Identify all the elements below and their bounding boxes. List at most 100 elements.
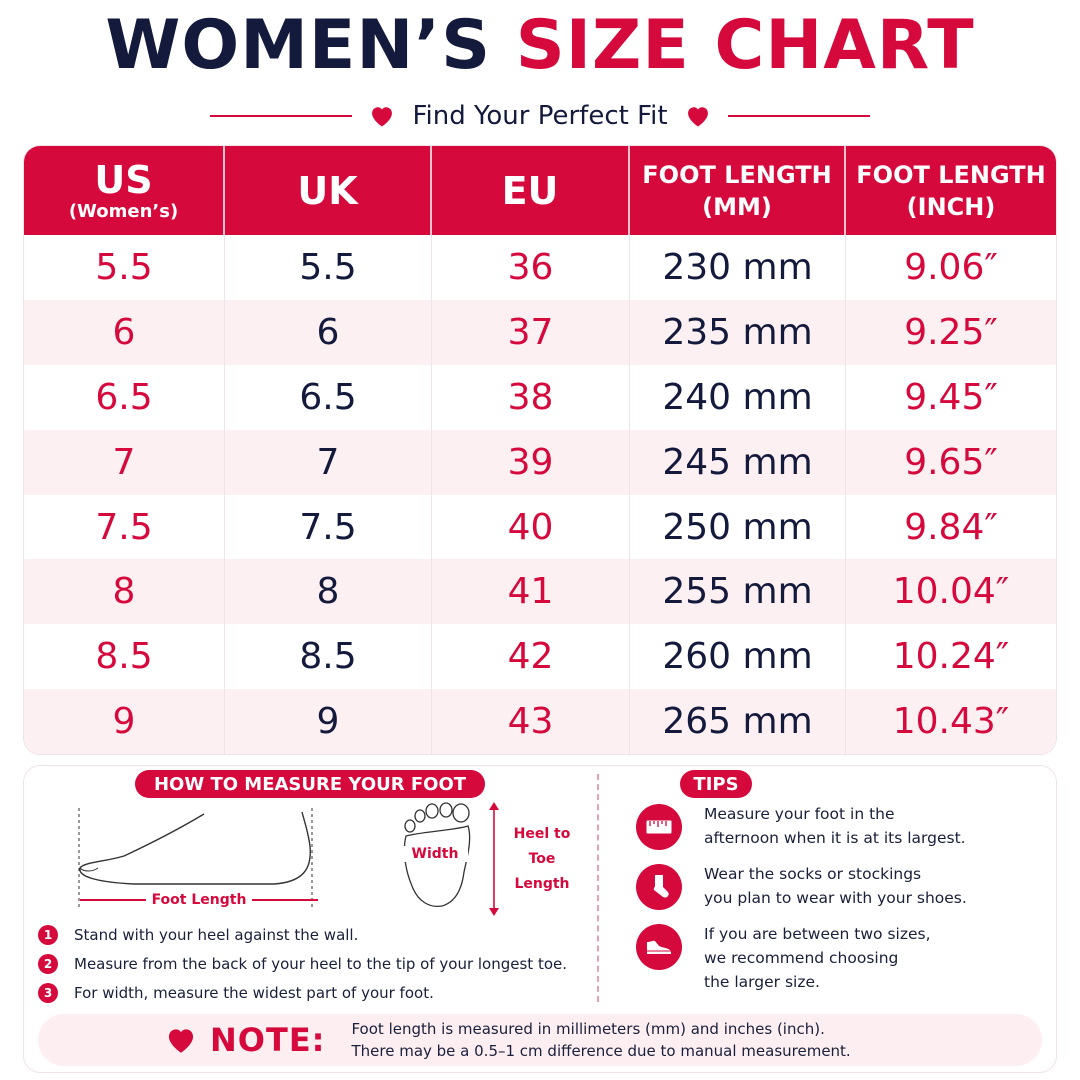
foot-length-measure: Foot Length: [80, 892, 318, 908]
cell-us: 9: [24, 689, 225, 754]
title-part-2: SIZE CHART: [515, 6, 975, 85]
header-inch-sublabel: (INCH): [906, 192, 996, 221]
cell-eu: 41: [432, 559, 630, 625]
tip-text: If you are between two sizes, we recomme…: [704, 925, 931, 991]
cell-uk: 6: [225, 299, 432, 365]
step-text: For width, measure the widest part of yo…: [74, 983, 434, 1002]
table-row: 8 8 41 255 mm 10.04″: [24, 559, 1056, 625]
tips-heading: TIPS: [680, 770, 752, 798]
cell-mm: 235 mm: [630, 299, 846, 365]
note-label: NOTE:: [210, 1021, 326, 1059]
tip-text: Wear the socks or stockings you plan to …: [704, 865, 967, 907]
heel-to-toe-arrow: [489, 802, 499, 916]
table-row: 9 9 43 265 mm 10.43″: [24, 689, 1056, 754]
cell-inch: 9.84″: [904, 506, 998, 548]
cell-mm: 255 mm: [630, 559, 846, 625]
shoe-icon: [636, 924, 682, 970]
table-row: 6 6 37 235 mm 9.25″: [24, 299, 1056, 365]
header-us: US (Women’s): [24, 146, 225, 235]
cell-us: 8.5: [24, 624, 225, 690]
cell-uk: 9: [225, 689, 432, 754]
table-row: 5.5 5.5 36 230 mm 9.06″: [24, 235, 1056, 300]
step-number: 3: [38, 982, 58, 1003]
cell-mm: 230 mm: [630, 235, 846, 300]
cell-uk: 8.5: [225, 624, 432, 690]
heel-to-toe-line-1: Heel to: [513, 826, 571, 842]
table-header: US (Women’s) UK EU FOOT LENGTH (MM) FOOT…: [24, 146, 1056, 235]
tip-item: Wear the socks or stockings you plan to …: [636, 862, 1046, 910]
note-line-2: There may be a 0.5–1 cm difference due t…: [351, 1042, 851, 1060]
table-row: 6.5 6.5 38 240 mm 9.45″: [24, 364, 1056, 430]
header-us-label: US: [94, 157, 153, 202]
measure-heading: HOW TO MEASURE YOUR FOOT: [135, 770, 485, 798]
list-item: 1 Stand with your heel against the wall.: [38, 920, 598, 949]
header-mm-sublabel: (MM): [702, 192, 772, 221]
cell-inch: 10.24″: [892, 636, 1010, 678]
cell-us: 5.5: [24, 235, 225, 300]
heart-icon: [687, 107, 708, 127]
section-divider: [597, 774, 599, 1002]
heart-icon: [168, 1029, 194, 1053]
cell-mm: 260 mm: [630, 624, 846, 690]
cell-eu: 42: [432, 624, 630, 690]
sock-icon: [636, 864, 682, 910]
cell-eu: 39: [432, 429, 630, 495]
cell-uk: 7: [225, 429, 432, 495]
note-bar: NOTE: Foot length is measured in millime…: [38, 1014, 1042, 1066]
cell-uk: 6.5: [225, 364, 432, 430]
heel-to-toe-line-3: Length: [514, 876, 570, 892]
cell-us: 6.5: [24, 364, 225, 430]
cell-us: 7: [24, 429, 225, 495]
cell-mm: 250 mm: [630, 494, 846, 560]
arrow-right-line: [252, 899, 318, 901]
subtitle: Find Your Perfect Fit: [412, 101, 668, 131]
foot-length-label: Foot Length: [151, 892, 247, 908]
header-eu: EU: [432, 146, 630, 235]
ruler-icon: [636, 804, 682, 850]
heel-to-toe-line-2: Toe: [528, 851, 556, 867]
subtitle-divider-right: [727, 115, 870, 117]
table-body: 5.5 5.5 36 230 mm 9.06″ 6 6 37 235 mm 9.25″ 6.5 6.5…: [24, 235, 1056, 754]
foot-side-diagram: [78, 808, 313, 910]
header-us-sublabel: (Women’s): [68, 200, 179, 222]
subtitle-row: Find Your Perfect Fit: [0, 96, 1080, 136]
arrow-left-line: [80, 899, 146, 901]
title-part-1: WOMEN’S: [105, 6, 492, 85]
cell-inch: 10.04″: [892, 571, 1010, 613]
cell-uk: 8: [225, 559, 432, 625]
heart-icon: [372, 107, 393, 127]
step-text: Measure from the back of your heel to th…: [74, 954, 568, 973]
table-row: 8.5 8.5 42 260 mm 10.24″: [24, 624, 1056, 690]
header-inch-label: FOOT LENGTH: [856, 160, 1046, 189]
step-text: Stand with your heel against the wall.: [74, 925, 359, 944]
table-row: 7 7 39 245 mm 9.65″: [24, 429, 1056, 495]
cell-mm: 245 mm: [630, 429, 846, 495]
step-number: 1: [38, 924, 58, 945]
width-label: Width: [402, 846, 468, 862]
tip-item: Measure your foot in the afternoon when …: [636, 802, 1046, 850]
note-text: Foot length is measured in millimeters (…: [351, 1018, 850, 1062]
cell-mm: 240 mm: [630, 364, 846, 430]
cell-eu: 37: [432, 299, 630, 365]
info-panel: HOW TO MEASURE YOUR FOOT Foot Length Wid…: [24, 766, 1056, 1072]
cell-inch: 9.45″: [904, 376, 998, 418]
cell-inch: 9.06″: [904, 246, 998, 288]
step-number: 2: [38, 953, 58, 974]
note-line-1: Foot length is measured in millimeters (…: [351, 1020, 825, 1038]
cell-uk: 7.5: [225, 494, 432, 560]
header-eu-label: EU: [501, 168, 559, 213]
cell-eu: 40: [432, 494, 630, 560]
subtitle-divider-left: [210, 115, 353, 117]
cell-us: 8: [24, 559, 225, 625]
page-title: WOMEN’S SIZE CHART: [0, 6, 1080, 86]
cell-eu: 36: [432, 235, 630, 300]
header-foot-length-mm: FOOT LENGTH (MM): [630, 146, 846, 235]
tip-text: Measure your foot in the afternoon when …: [704, 805, 966, 847]
cell-inch: 9.25″: [904, 311, 998, 353]
header-uk-label: UK: [297, 168, 358, 213]
cell-eu: 43: [432, 689, 630, 754]
size-table: US (Women’s) UK EU FOOT LENGTH (MM) FOOT…: [24, 146, 1056, 754]
cell-us: 7.5: [24, 494, 225, 560]
cell-inch: 9.65″: [904, 441, 998, 483]
cell-us: 6: [24, 299, 225, 365]
